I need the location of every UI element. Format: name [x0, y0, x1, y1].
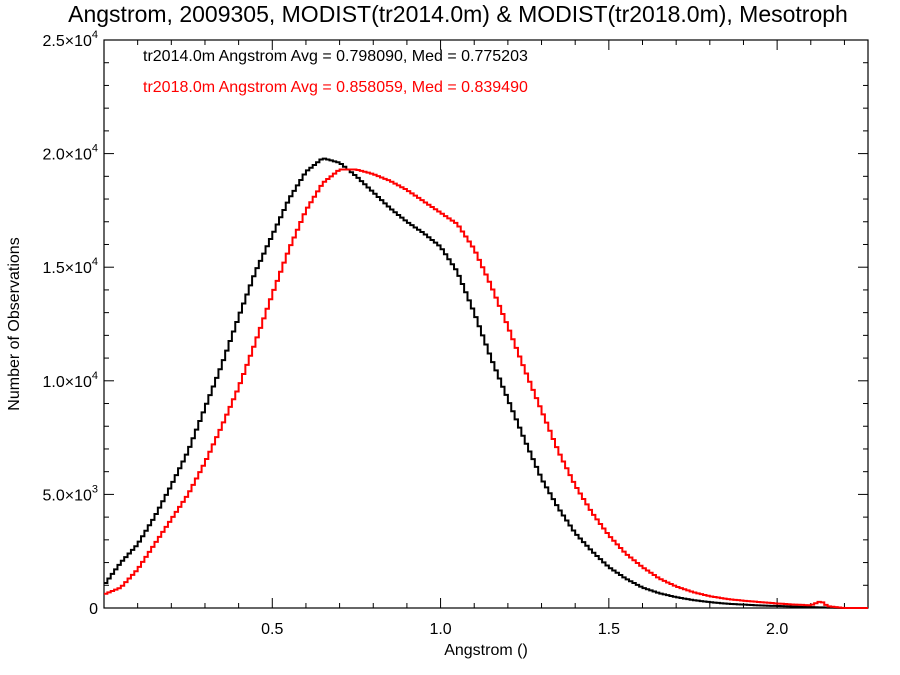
y-tick-label: 5.0×103 [42, 483, 98, 504]
x-tick-labels: 0.5 1.0 1.5 2.0 [261, 621, 788, 638]
x-axis-title: Angstrom () [444, 642, 528, 659]
series-line-tr20140m [104, 157, 868, 609]
plot-frame [103, 39, 869, 609]
chart-title: Angstrom, 2009305, MODIST(tr2014.0m) & M… [68, 1, 848, 27]
series-stats-tr2014: tr2014.0m Angstrom Avg = 0.798090, Med =… [143, 48, 528, 65]
y-tick-label: 2.5×104 [42, 29, 98, 50]
y-tick-label: 1.0×104 [42, 370, 98, 391]
x-tick-label: 0.5 [261, 621, 283, 638]
series-stats-tr2018: tr2018.0m Angstrom Avg = 0.858059, Med =… [143, 79, 528, 96]
y-tick-label: 1.5×104 [42, 256, 98, 277]
x-tick-label: 2.0 [766, 621, 788, 638]
axis-ticks [104, 39, 868, 609]
series-line-tr20180m [104, 168, 868, 609]
y-tick-label: 2.0×104 [42, 143, 98, 164]
y-tick-labels: 0 5.0×103 1.0×104 1.5×104 2.0×104 2.5×104 [42, 29, 98, 618]
series-layer [104, 157, 868, 609]
x-tick-label: 1.0 [429, 621, 451, 638]
y-axis-title: Number of Observations [6, 237, 23, 410]
y-tick-label: 0 [89, 601, 98, 618]
x-tick-label: 1.5 [598, 621, 620, 638]
